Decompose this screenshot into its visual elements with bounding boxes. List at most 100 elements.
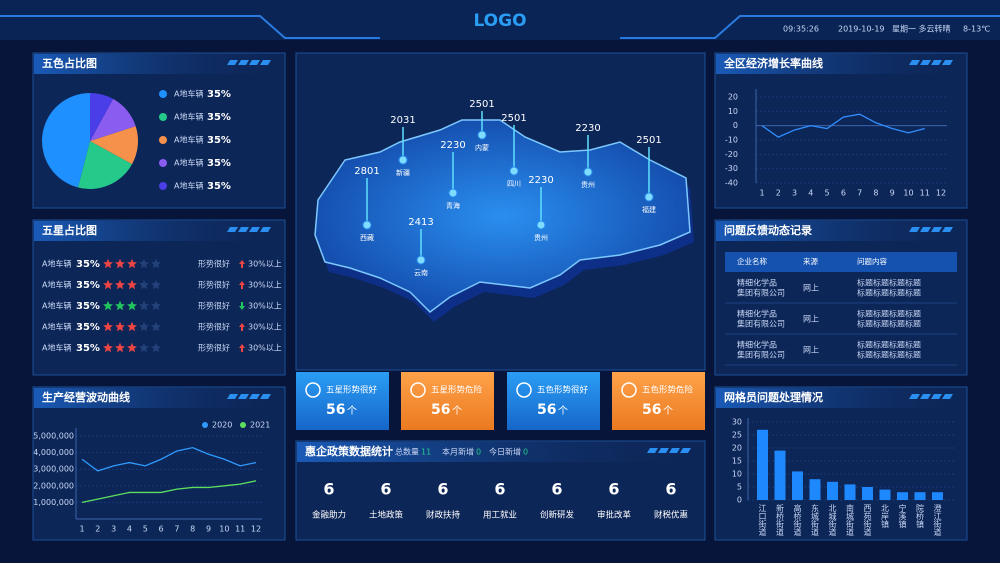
y-tick-label: -40 [725, 179, 738, 188]
card-value: 56 [537, 402, 556, 418]
y-tick-label: -10 [725, 136, 738, 145]
row-percent: 35% [76, 343, 100, 354]
header-stripe [238, 227, 249, 232]
x-tick-label: 5 [825, 189, 830, 198]
star-rating [103, 279, 161, 290]
table-header [725, 252, 957, 272]
x-tick-label: 5 [143, 525, 148, 534]
row-name: A地车辆 [42, 301, 71, 311]
row-change: 30%以上 [248, 323, 282, 332]
legend-value: 35% [207, 112, 231, 123]
star-rating [103, 258, 161, 269]
x-tick-label: 3 [792, 189, 797, 198]
trend-arrow [239, 344, 245, 352]
x-tick-label: 10 [903, 189, 913, 198]
y-tick-label: 20 [732, 444, 742, 453]
star [127, 300, 137, 311]
x-tick-label: 11 [235, 525, 245, 534]
star [103, 300, 113, 311]
cell-text: 标题标题标题标题 [857, 319, 921, 329]
row-status: 形势很好 [198, 322, 230, 332]
legend-dot [159, 182, 167, 190]
panel [32, 386, 286, 541]
card-unit: 个 [452, 405, 462, 417]
panel-header [716, 54, 966, 74]
y-tick-label: 15 [732, 457, 742, 466]
card-title: 五星形势危险 [431, 385, 483, 396]
legend-value: 35% [207, 135, 231, 146]
star [115, 321, 125, 332]
row-status: 形势很好 [198, 259, 230, 269]
star [103, 342, 113, 353]
bar [809, 479, 821, 500]
cell-text: 标题标题标题标题 [857, 309, 921, 319]
item-value: 6 [608, 480, 619, 499]
pie-slice [90, 98, 136, 141]
pin-dot [398, 155, 408, 165]
header-bar [0, 0, 1000, 40]
y-tick-label: -30 [725, 164, 738, 173]
x-tick-label: 北城街道 [828, 504, 837, 537]
legend-name: A地车辆 [174, 89, 203, 99]
cell-text: 集团有限公司 [737, 350, 785, 360]
star [151, 342, 161, 353]
panel [714, 219, 968, 376]
legend-name: 2020 [212, 421, 232, 430]
item-value: 6 [323, 480, 334, 499]
x-tick-label: 高桥街道 [793, 503, 802, 537]
column-header: 企业名称 [737, 256, 767, 266]
header-stripe [227, 394, 238, 399]
pin-name: 四川 [507, 180, 521, 188]
x-tick-label: 9 [890, 189, 895, 198]
row-change: 30%以上 [248, 260, 282, 269]
panel [714, 386, 968, 541]
x-tick-label: 10 [219, 525, 229, 534]
y-tick-label: 25 [732, 431, 742, 440]
pin-value: 2801 [354, 166, 379, 177]
header-stripe [238, 60, 249, 65]
pin-name: 云南 [414, 268, 428, 277]
pie-slice [42, 93, 90, 188]
legend-name: A地车辆 [174, 112, 203, 122]
panel-title: 生产经营波动曲线 [42, 390, 130, 404]
legend-name: A地车辆 [174, 135, 203, 145]
trend-arrow [239, 281, 245, 289]
x-tick-label: 9 [206, 525, 211, 534]
x-tick-label: 8 [190, 525, 195, 534]
header-stripe [680, 448, 691, 453]
star-rating [103, 321, 161, 332]
card-value: 56 [642, 402, 661, 418]
bar [827, 481, 838, 500]
bar [862, 487, 873, 500]
header-stripe [942, 394, 953, 399]
header-stripe [931, 394, 942, 399]
stat-value: 11 [421, 448, 431, 457]
legend-dot [159, 90, 167, 98]
pin-value: 2031 [390, 115, 415, 126]
bar [757, 429, 768, 500]
header-stripe [227, 227, 238, 232]
star [139, 321, 149, 332]
row-percent: 35% [76, 259, 100, 270]
panel-header [297, 442, 704, 462]
header-stripe [931, 227, 942, 232]
series-line [81, 446, 257, 472]
bar [897, 492, 908, 500]
card-title: 五星形势很好 [326, 385, 378, 396]
x-tick-label: 12 [936, 189, 946, 198]
pie-slice [90, 93, 114, 141]
cell-text: 集团有限公司 [737, 288, 785, 298]
pin-dot [362, 220, 372, 230]
pin-name: 贵州 [534, 233, 548, 242]
x-tick-label: 2 [95, 525, 100, 534]
legend-name: A地车辆 [174, 181, 203, 191]
header-stripe [909, 227, 920, 232]
bar [914, 492, 926, 500]
pie-slice [78, 141, 133, 189]
header-stripe [238, 394, 249, 399]
header-stripe [260, 394, 271, 399]
cell-text: 网上 [803, 284, 819, 293]
star [103, 279, 113, 290]
row-status: 形势很好 [198, 280, 230, 290]
x-tick-label: 7 [857, 189, 862, 198]
